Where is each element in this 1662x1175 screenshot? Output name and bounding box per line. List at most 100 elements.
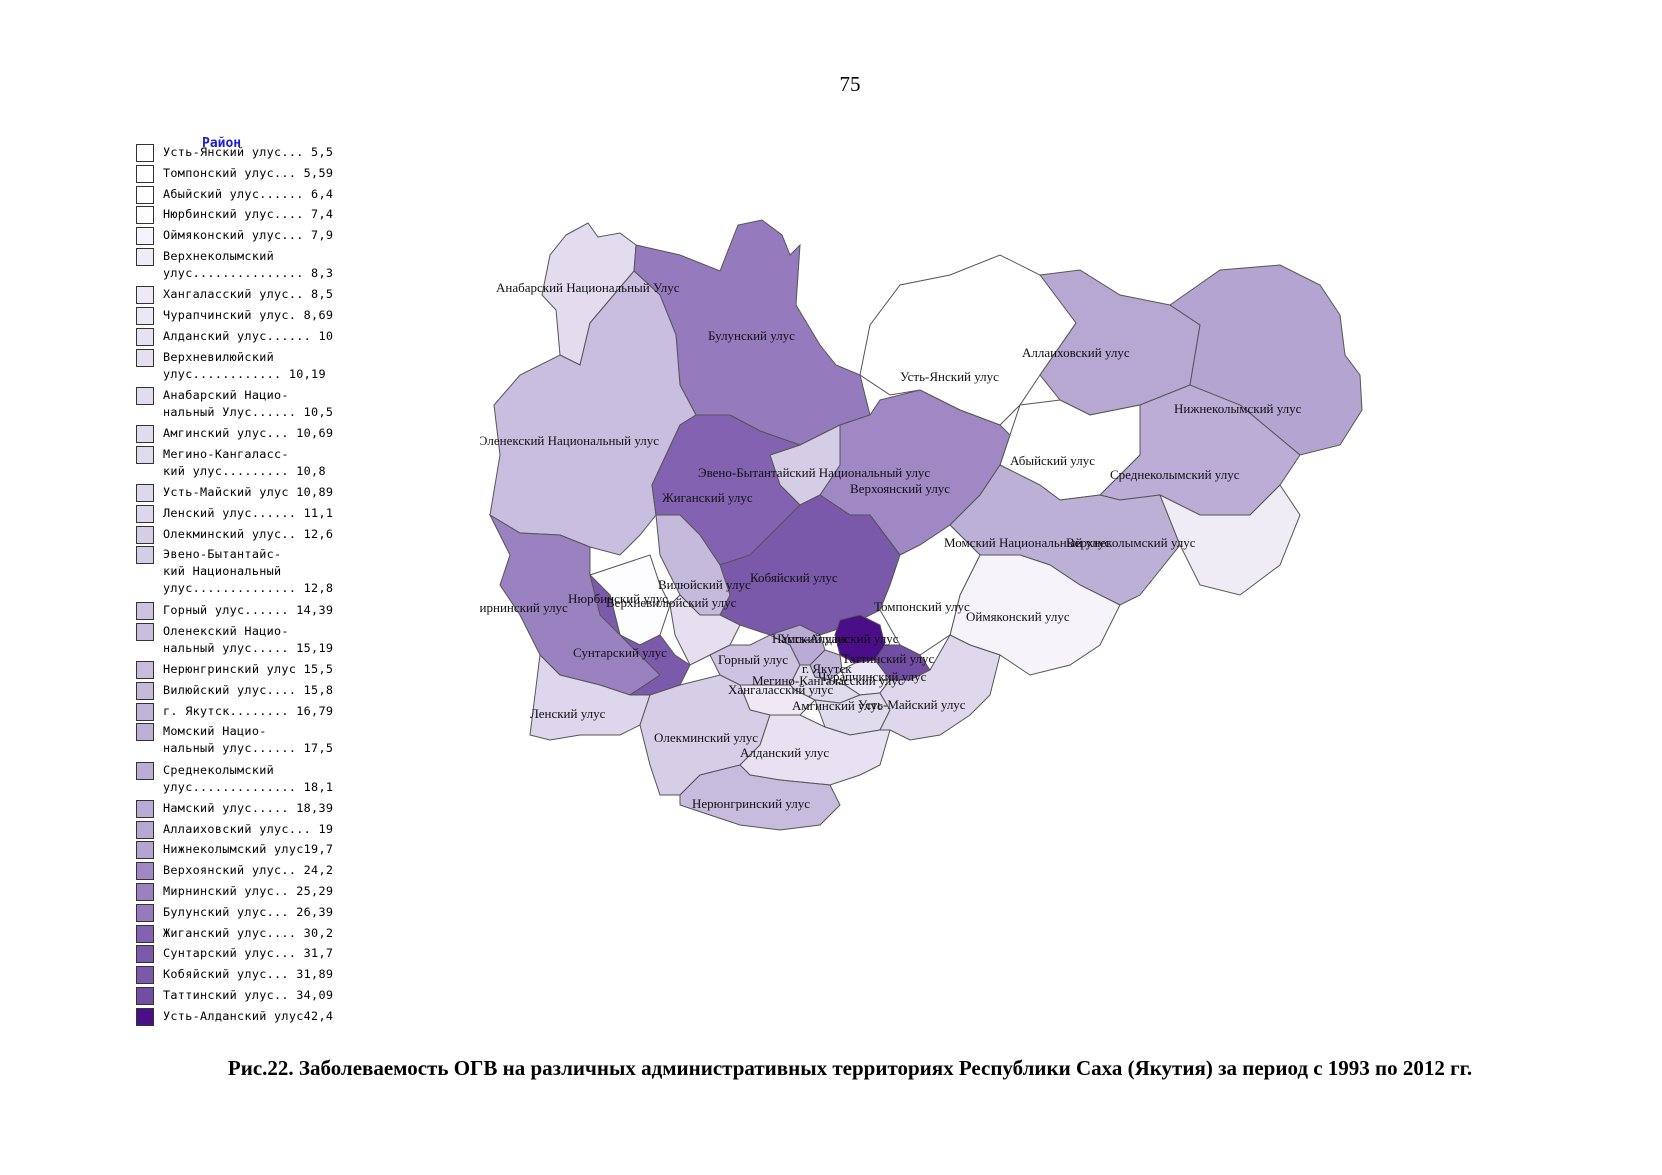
legend-swatch <box>136 681 154 700</box>
legend-item: Хангаласский улус.. 8,5 <box>136 286 334 305</box>
legend-item: Верхневилюйский улус............ 10,19 <box>136 348 326 381</box>
legend-item: Булунский улус... 26,39 <box>136 903 334 922</box>
legend-title: Район <box>202 136 242 151</box>
legend-item: Усть-Майский улус 10,89 <box>136 484 334 502</box>
legend-label: Горный улус...... 14,39 <box>163 603 334 617</box>
region-neryungri <box>679 764 841 831</box>
legend-item: Жиганский улус.... 30,2 <box>136 924 333 943</box>
legend-label: Мегино-Кангаласс- кий улус......... 10,8 <box>163 446 326 478</box>
legend-item: Усть-Алданский улус42,4 <box>136 1007 333 1026</box>
legend-item: Оленекский Нацио- нальный улус..... 15,1… <box>136 622 333 655</box>
legend-label: Булунский улус... 26,39 <box>163 904 334 919</box>
legend-label: Усть-Майский улус 10,89 <box>163 485 334 499</box>
legend-label: Верхоянский улус.. 24,2 <box>163 863 334 878</box>
label-aldan: Алданский улус <box>740 745 829 760</box>
region-verkhnekolymsk <box>1159 484 1301 596</box>
legend-item: Верхоянский улус.. 24,2 <box>136 862 334 881</box>
label-mirny: Мирнинский улус <box>480 600 568 615</box>
legend-label: Абыйский улус...... 6,4 <box>163 186 334 201</box>
legend-item: Вилюйский улус.... 15,8 <box>136 681 334 700</box>
label-suntar: Сунтарский улус <box>573 645 667 660</box>
legend-item: Нюрбинский улус.... 7,4 <box>136 206 333 225</box>
label-tompo: Томпонский улус <box>874 599 970 614</box>
label-olyokminsk: Олекминский улус <box>654 730 758 745</box>
legend-swatch <box>136 723 154 742</box>
legend-swatch <box>136 820 154 839</box>
legend-label: Вилюйский улус.... 15,8 <box>163 682 334 697</box>
label-verkhnevilyuisk: Верхневилюйский улус <box>606 595 737 610</box>
legend-swatch <box>136 144 154 162</box>
label-kobyai: Кобяйский улус <box>750 570 838 585</box>
legend-label: Усть-Янский улус... 5,5 <box>163 145 334 159</box>
label-khangalas: Хангаласский улус <box>728 682 834 697</box>
legend-item: Нижнеколымский улус19,7 <box>136 841 334 860</box>
legend-swatch <box>136 525 154 544</box>
legend-swatch <box>136 386 154 405</box>
region-verkhnevilyuisk <box>669 594 741 666</box>
label-ust-yana: Усть-Янский улус <box>900 369 999 384</box>
legend-item: Верхнеколымский улус............... 8,3 <box>136 248 333 280</box>
region-lensk <box>529 653 651 741</box>
legend-swatch <box>136 185 154 204</box>
legend-label: Хангаласский улус.. 8,5 <box>163 287 334 302</box>
label-churapcha: Чурапчинский улус <box>818 669 927 684</box>
legend-swatch <box>136 862 154 881</box>
legend-swatch <box>136 799 154 818</box>
label-ust-aldan: Усть-Алданский улус <box>780 631 899 646</box>
legend-item: Таттинский улус.. 34,09 <box>136 987 333 1005</box>
label-tatta: Таттинский улус <box>842 651 934 666</box>
legend-item: Анабарский Нацио- нальный Улус...... 10,… <box>136 386 333 419</box>
label-verkhnekolymsk: Верхнеколымский улус <box>1066 535 1196 550</box>
legend-label: Мирнинский улус.. 25,29 <box>163 884 334 898</box>
legend-swatch <box>136 883 154 901</box>
legend-swatch <box>136 761 154 780</box>
legend-swatch <box>136 966 154 985</box>
legend-swatch <box>136 227 154 246</box>
legend-label: Верхневилюйский улус............ 10,19 <box>163 349 326 381</box>
region-ust-maya <box>879 634 1001 741</box>
legend-label: Среднеколымский улус.............. 18,1 <box>163 762 334 794</box>
label-oimyakon: Оймяконский улус <box>966 609 1070 624</box>
legend-label: Эвено-Бытантайс- кий Национальный улус..… <box>163 547 334 596</box>
legend-label: Оленекский Нацио- нальный улус..... 15,1… <box>163 623 334 655</box>
label-momsky: Момский Национальный улус <box>944 535 1111 550</box>
legend-swatch <box>136 307 154 325</box>
legend-swatch <box>136 903 154 922</box>
label-yakutsk: г. Якутск <box>802 661 852 676</box>
legend-label: Олекминский улус.. 12,6 <box>163 526 334 541</box>
legend-swatch <box>136 206 154 225</box>
legend-swatch <box>136 327 154 346</box>
legend-swatch <box>136 602 154 620</box>
label-anabar: Анабарский Национальный Улус <box>496 280 680 295</box>
region-olenek <box>489 270 697 556</box>
legend-swatch <box>136 702 154 721</box>
legend-label: Нижнеколымский улус19,7 <box>163 842 334 857</box>
legend-swatch <box>136 164 154 183</box>
label-olenek: Оленекский Национальный улус <box>480 433 659 448</box>
legend-swatch <box>136 987 154 1005</box>
legend-swatch <box>136 248 154 266</box>
legend-swatch <box>136 924 154 943</box>
legend-label: Томпонский улус... 5,59 <box>163 165 334 180</box>
legend-swatch <box>136 622 154 641</box>
legend-swatch <box>136 445 154 464</box>
legend-item: Ленский улус...... 11,1 <box>136 504 333 523</box>
legend-swatch <box>136 841 154 860</box>
legend-label: Анабарский Нацио- нальный Улус...... 10,… <box>163 387 334 419</box>
legend-label: Амгинский улус... 10,69 <box>163 426 334 440</box>
legend-label: Верхнеколымский улус............... 8,3 <box>163 249 334 280</box>
legend-item: Чурапчинский улус. 8,69 <box>136 307 333 325</box>
legend-label: Момский Нацио- нальный улус...... 17,5 <box>163 724 334 756</box>
label-abyi: Абыйский улус <box>1010 453 1095 468</box>
legend-item: Сунтарский улус... 31,7 <box>136 945 333 964</box>
legend-label: Алданский улус...... 10 <box>163 328 334 343</box>
legend-item: Усть-Янский улус... 5,5 <box>136 144 334 162</box>
legend-swatch <box>136 348 154 367</box>
legend-item: Мирнинский улус.. 25,29 <box>136 883 334 901</box>
legend-item: Олекминский улус.. 12,6 <box>136 525 334 544</box>
label-nizhnekolymsk: Нижнеколымский улус <box>1174 401 1302 416</box>
legend-swatch <box>136 504 154 523</box>
label-srednekolymsk: Среднеколымский улус <box>1110 467 1240 482</box>
legend-item: Кобяйский улус... 31,89 <box>136 966 333 985</box>
figure-caption: Рис.22. Заболеваемость ОГВ на различных … <box>227 1056 1473 1080</box>
